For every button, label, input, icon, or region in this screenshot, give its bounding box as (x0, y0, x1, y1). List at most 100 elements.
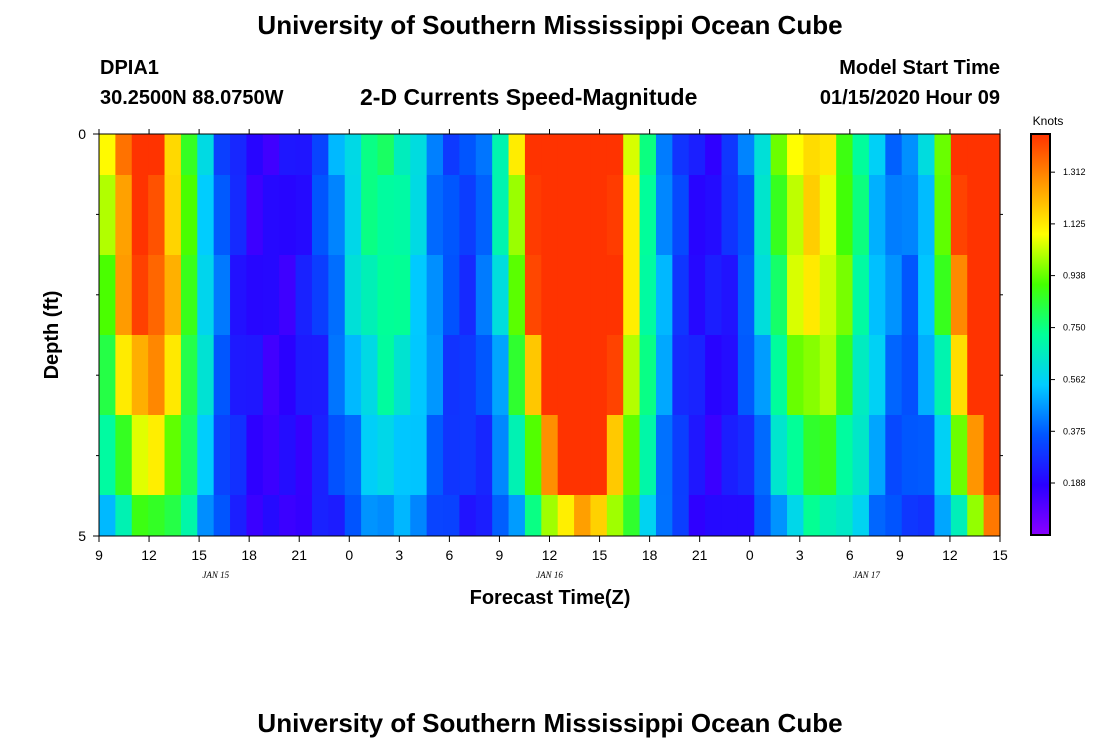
heatmap-cell (344, 415, 362, 495)
heatmap-cell (819, 255, 837, 335)
heatmap-cell (983, 255, 1001, 335)
heatmap-cell (901, 134, 919, 175)
heatmap-cell (426, 175, 444, 255)
heatmap-cell (115, 175, 133, 255)
heatmap-cell (295, 495, 313, 536)
heatmap-cell (344, 335, 362, 415)
heatmap-cell (262, 255, 280, 335)
heatmap-cell (623, 175, 641, 255)
heatmap-cell (541, 335, 559, 415)
heatmap-cell (148, 415, 166, 495)
heatmap-cell (377, 335, 395, 415)
heatmap-cell (836, 495, 854, 536)
x-tick-label: 0 (746, 547, 754, 563)
heatmap-cell (295, 415, 313, 495)
heatmap-cell (148, 175, 166, 255)
heatmap-cell (983, 175, 1001, 255)
heatmap-cell (688, 134, 706, 175)
heatmap-cell (377, 255, 395, 335)
heatmap-cell (393, 134, 411, 175)
x-tick-label: 3 (796, 547, 804, 563)
heatmap-cell (524, 175, 542, 255)
heatmap-cell (459, 255, 477, 335)
heatmap-cell (803, 255, 821, 335)
heatmap-cell (950, 495, 968, 536)
heatmap-cell (754, 495, 772, 536)
heatmap-cell (508, 415, 526, 495)
heatmap-cell (721, 134, 739, 175)
heatmap-cell (213, 134, 231, 175)
x-date-label: JAN 16 (536, 570, 563, 580)
heatmap-cell (950, 134, 968, 175)
y-tick-label: 0 (78, 126, 86, 142)
heatmap-cell (246, 495, 264, 536)
heatmap-cell (459, 175, 477, 255)
heatmap-cell (311, 335, 329, 415)
heatmap-cell (754, 335, 772, 415)
heatmap-cell (770, 134, 788, 175)
model-start-label: Model Start Time (839, 57, 1000, 79)
heatmap-cell (164, 175, 182, 255)
heatmap-cell (377, 134, 395, 175)
heatmap-cell (623, 255, 641, 335)
heatmap-cell (787, 335, 805, 415)
heatmap-cell (868, 335, 886, 415)
heatmap-cell (426, 495, 444, 536)
heatmap-cell (99, 415, 116, 495)
heatmap-cell (606, 175, 624, 255)
heatmap-cell (131, 255, 149, 335)
heatmap-cell (180, 255, 198, 335)
heatmap-cell (770, 255, 788, 335)
heatmap-cell (262, 134, 280, 175)
heatmap-cell (885, 415, 903, 495)
heatmap-cell (410, 335, 428, 415)
heatmap-cell (197, 415, 215, 495)
heatmap-cell (443, 134, 460, 175)
heatmap-cell (295, 134, 313, 175)
heatmap-cell (311, 175, 329, 255)
heatmap-cell (557, 255, 575, 335)
heatmap-cell (131, 415, 149, 495)
x-axis-ticks: 9 12 15 18 21 0 3 6 9 12 15 18 21 0 3 6 9 12 15 (95, 129, 1008, 563)
heatmap-cell (475, 255, 493, 335)
heatmap-cell (672, 335, 690, 415)
heatmap-cell (836, 134, 854, 175)
heatmap-cell (623, 495, 641, 536)
heatmap-cell (508, 335, 526, 415)
heatmap-cell (197, 255, 215, 335)
heatmap-cell (787, 495, 805, 536)
heatmap-cell (688, 255, 706, 335)
x-tick-label: 6 (846, 547, 854, 563)
heatmap-cell (770, 415, 788, 495)
colorbar: Knots 0.188 0.375 0.562 0.750 0.938 1.125 1.31… (1030, 114, 1086, 536)
heatmap-cell (230, 134, 248, 175)
footer-title: University of Southern Mississippi Ocean… (257, 708, 843, 738)
heatmap-cell (918, 415, 936, 495)
x-date-label: JAN 17 (853, 570, 880, 580)
heatmap-cell (754, 134, 772, 175)
heatmap-cell (574, 255, 592, 335)
heatmap-cell (557, 134, 575, 175)
heatmap-cell (705, 415, 723, 495)
heatmap-cell (721, 175, 739, 255)
heatmap-cell (868, 495, 886, 536)
heatmap-cell (950, 335, 968, 415)
heatmap-cell (393, 255, 411, 335)
colorbar-tick-label: 0.188 (1063, 478, 1086, 488)
heatmap-cell (737, 335, 755, 415)
heatmap-cell (164, 255, 182, 335)
heatmap-cell (279, 175, 297, 255)
heatmap-cell (901, 175, 919, 255)
heatmap-cell (361, 134, 379, 175)
heatmap-cell (508, 134, 526, 175)
x-tick-label: 3 (395, 547, 403, 563)
heatmap-cell (721, 495, 739, 536)
heatmap-cell (311, 255, 329, 335)
heatmap-cell (672, 175, 690, 255)
heatmap-cell (705, 495, 723, 536)
heatmap-cell (934, 134, 952, 175)
heatmap-cell (131, 495, 149, 536)
y-tick-label: 5 (78, 528, 86, 544)
heatmap-cell (672, 495, 690, 536)
heatmap-cell (770, 335, 788, 415)
